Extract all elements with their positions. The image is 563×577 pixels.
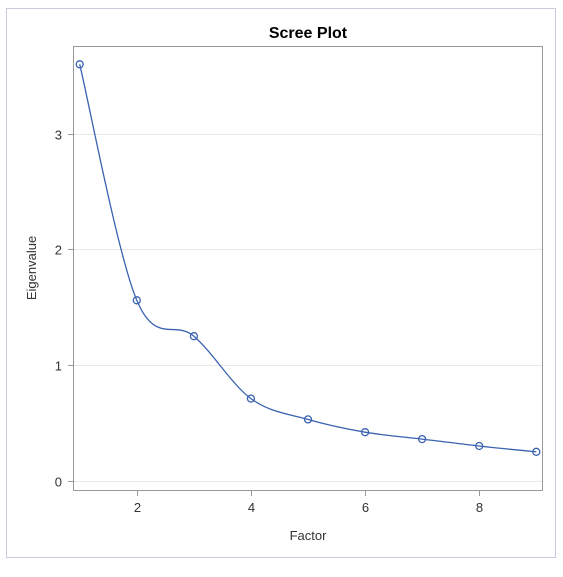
x-axis-ticks: 2 4 6 8: [134, 490, 483, 515]
x-tick-label: 2: [134, 500, 141, 515]
plot-area: [73, 46, 543, 491]
outer-border: [6, 8, 556, 558]
y-tick-label: 1: [55, 359, 62, 374]
data-point: [246, 394, 256, 403]
data-point: [132, 296, 141, 305]
data-point: [303, 415, 313, 424]
y-tick-label: 2: [55, 243, 62, 258]
y-tick-label: 3: [55, 128, 62, 143]
data-point: [475, 441, 484, 451]
data-point: [189, 332, 199, 341]
y-axis-ticks: 0 1 2 3: [55, 128, 74, 490]
data-point: [75, 60, 84, 69]
y-axis-label: Eigenvalue: [24, 236, 39, 300]
x-tick-label: 8: [476, 500, 483, 515]
data-point: [417, 434, 427, 444]
x-tick-label: 4: [248, 500, 255, 515]
y-tick-label: 0: [55, 475, 62, 490]
x-axis-label: Factor: [290, 528, 328, 543]
series-layer: [75, 60, 541, 456]
series-line: [79, 64, 537, 453]
data-point: [360, 428, 370, 437]
data-point: [532, 447, 541, 456]
chart-title: Scree Plot: [269, 25, 348, 42]
grid-layer: [74, 134, 542, 482]
x-tick-label: 6: [362, 500, 369, 515]
